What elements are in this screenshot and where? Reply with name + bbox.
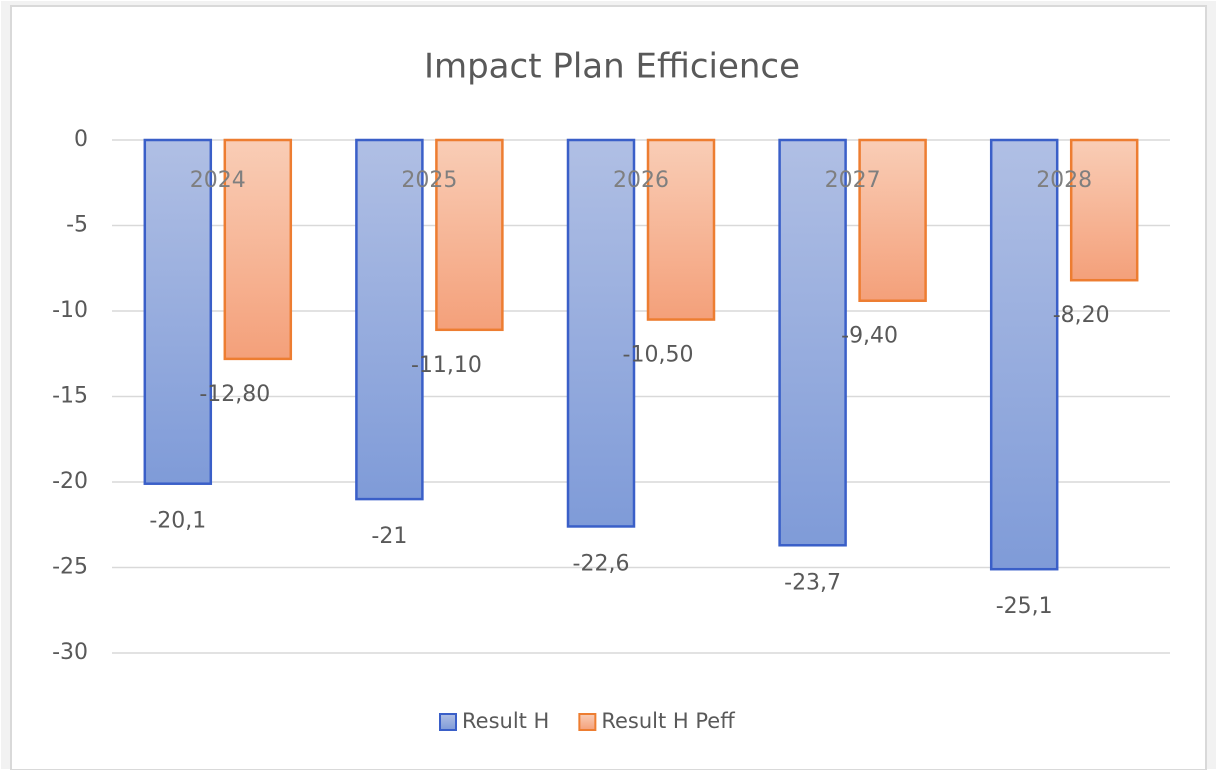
x-tick-label: 2027 (825, 168, 881, 193)
y-tick-label: -30 (52, 640, 88, 665)
bar (1069, 138, 1139, 282)
y-tick-label: 0 (74, 127, 88, 152)
bar (989, 138, 1059, 571)
data-label: -8,20 (1053, 303, 1110, 328)
data-label: -12,80 (199, 382, 270, 407)
legend-swatch (578, 713, 597, 731)
data-label: -10,50 (623, 343, 694, 368)
bar (355, 138, 424, 501)
legend-label: Result H Peff (601, 709, 735, 733)
bar (646, 138, 716, 321)
x-tick-label: 2028 (1036, 168, 1092, 193)
data-label: -21 (371, 524, 407, 549)
x-tick-label: 2026 (613, 168, 669, 193)
y-tick-label: -15 (52, 384, 88, 409)
y-tick-label: -25 (52, 555, 88, 580)
bar (435, 138, 504, 332)
data-label: -25,1 (996, 594, 1053, 619)
y-tick-label: -10 (52, 298, 88, 323)
bar (778, 138, 847, 547)
bar (858, 138, 927, 302)
bar (566, 138, 636, 528)
bar (143, 138, 213, 485)
y-tick-label: -5 (66, 213, 88, 238)
bar (223, 138, 293, 361)
data-label: -20,1 (149, 509, 206, 534)
data-label: -22,6 (573, 551, 630, 576)
legend-label: Result H (462, 709, 549, 733)
x-tick-label: 2024 (190, 168, 246, 193)
data-label: -9,40 (841, 324, 898, 349)
x-tick-label: 2025 (401, 168, 457, 193)
data-label: -23,7 (784, 570, 841, 595)
legend-swatch (439, 713, 457, 731)
data-label: -11,10 (411, 353, 482, 378)
y-tick-label: -20 (52, 469, 88, 494)
chart-title: Impact Plan Efficience (424, 47, 800, 87)
